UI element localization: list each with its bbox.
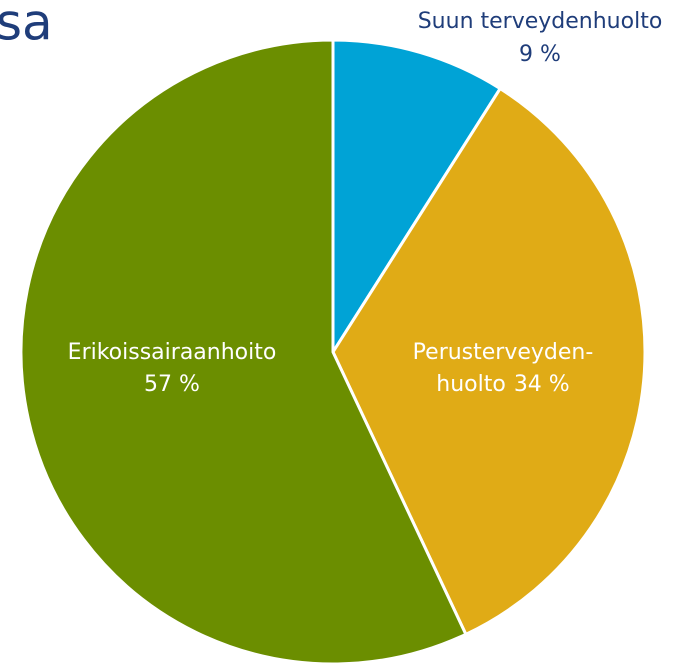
value-label: 57 % [144, 372, 200, 397]
pie-slice [19, 38, 468, 665]
slice-label: Erikoissairaanhoito [68, 340, 277, 365]
slice-label: Suun terveydenhuolto [418, 9, 663, 34]
slice-label: Perusterveyden- [413, 340, 594, 365]
pie-slice [331, 38, 502, 354]
slice-label: huolto 34 % [436, 372, 569, 397]
chart-title: sa [0, 0, 53, 52]
category-label: huolto [436, 372, 506, 397]
category-label: Perusterveyden- [413, 340, 594, 365]
pie-slice [331, 87, 647, 636]
category-label: Erikoissairaanhoito [68, 340, 277, 365]
value-label: 34 % [514, 372, 570, 397]
value-label: 9 % [519, 42, 561, 67]
category-label: Suun terveydenhuolto [418, 9, 663, 34]
